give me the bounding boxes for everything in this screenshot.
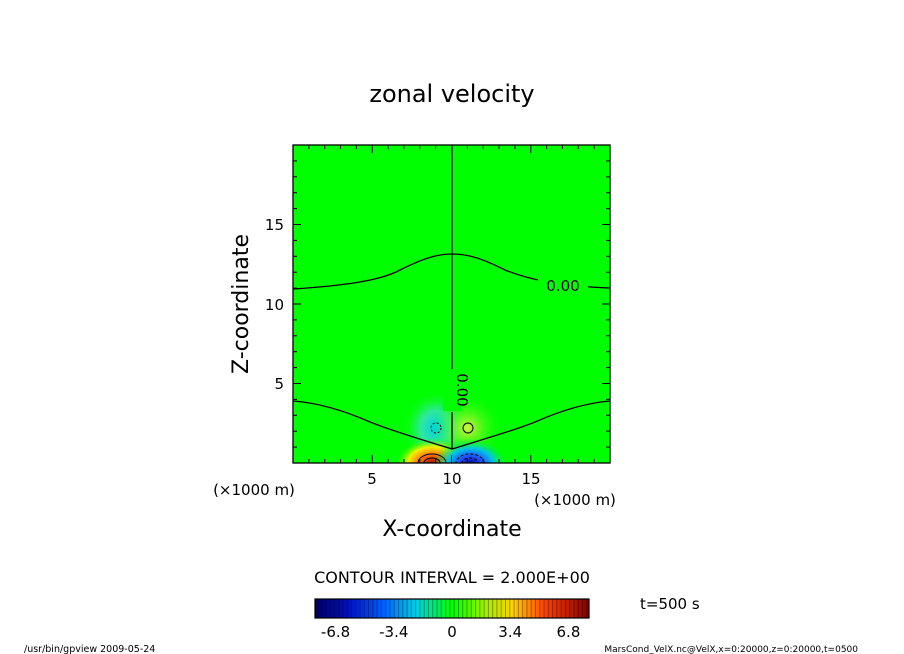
colorbar-tick-label: -3.4 <box>379 623 408 641</box>
contour-label-bg <box>538 276 588 294</box>
contour-weak-negative <box>430 422 442 434</box>
colorbar: -6.8 -3.4 0 3.4 6.8 <box>314 598 590 641</box>
colorbar-stripes <box>316 599 588 618</box>
axis-ticks <box>293 145 610 463</box>
z-tick-label: 15 <box>265 216 284 234</box>
z-unit-label: (×1000 m) <box>213 481 295 499</box>
z-tick-label: 10 <box>265 296 284 314</box>
contour-label-upper: 0.00 <box>546 277 579 295</box>
footer-right: MarsCond_VelX.nc@VelX,x=0:20000,z=0:2000… <box>604 645 858 654</box>
contour-weak-positive <box>462 422 474 434</box>
x-axis-label: X-coordinate <box>382 517 521 542</box>
contour-positive-core-outer <box>417 453 447 463</box>
x-tick-label: 15 <box>521 470 540 488</box>
colorbar-tick-label: 0 <box>447 623 457 641</box>
contour-interval-text: CONTOUR INTERVAL = 2.000E+00 <box>314 568 590 587</box>
colorbar-frame <box>314 598 590 619</box>
colorbar-gradient <box>315 599 589 618</box>
chart-title: zonal velocity <box>369 80 534 108</box>
colorbar-tick-label: 3.4 <box>498 623 522 641</box>
z-tick-label: 5 <box>274 375 284 393</box>
colorbar-tick-label: 6.8 <box>557 623 581 641</box>
contour-positive-core-inner <box>423 457 441 463</box>
contour-negative-core-inner <box>461 457 479 463</box>
colorbar-tick-label: -6.8 <box>321 623 350 641</box>
x-tick-label: 5 <box>367 470 377 488</box>
colorbar-tick-labels: -6.8 -3.4 0 3.4 6.8 <box>321 623 580 641</box>
footer-left: /usr/bin/gpview 2009-05-24 <box>24 644 155 654</box>
contour-label-bg-vertical <box>443 369 461 411</box>
time-label: t=500 s <box>640 595 700 613</box>
x-unit-label: (×1000 m) <box>534 491 616 509</box>
contour-label-center: 0.00 <box>453 373 471 406</box>
x-tick-label: 10 <box>442 470 461 488</box>
plot-area: 0.00 0.00 <box>293 145 610 463</box>
z-axis-label: Z-coordinate <box>229 234 254 374</box>
